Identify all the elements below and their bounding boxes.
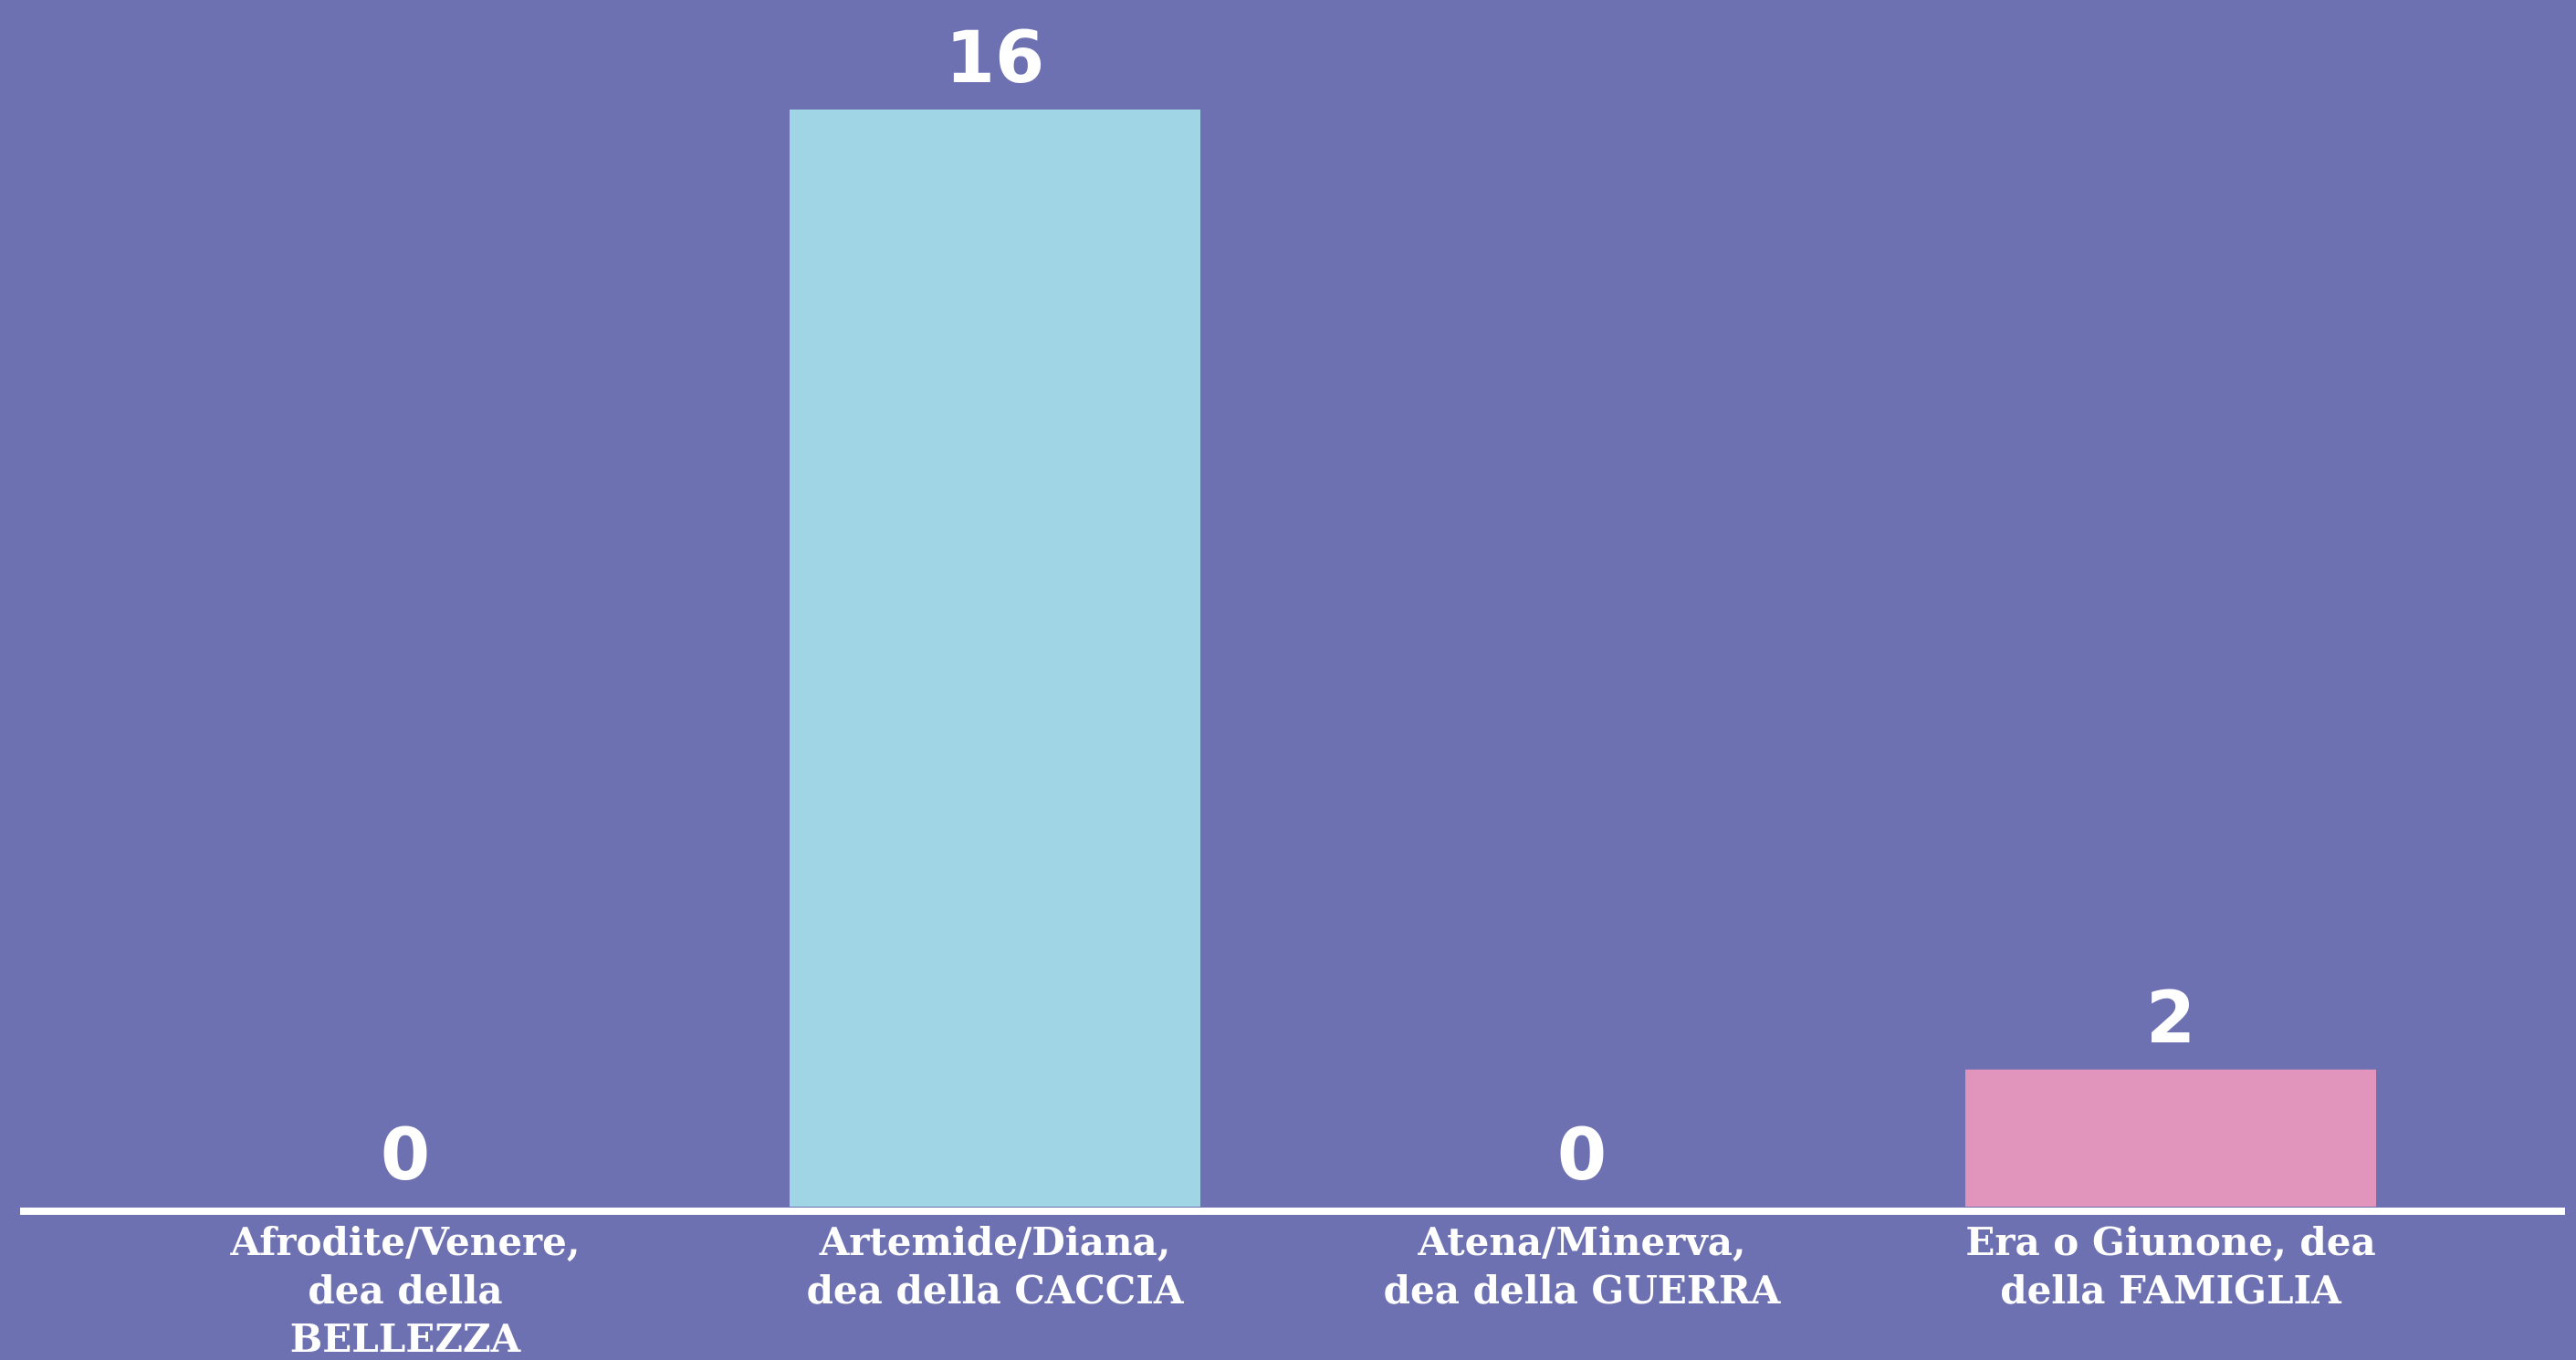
- category-label-2-line-1: dea della GUERRA: [1384, 1268, 1782, 1313]
- category-label-3-line-0: Era o Giunone, dea: [1965, 1219, 2375, 1264]
- category-label-0-line-1: dea della: [308, 1268, 502, 1313]
- bar-value-label-1: 16: [946, 17, 1045, 99]
- category-label-0-line-2: BELLEZZA: [290, 1316, 522, 1360]
- category-label-0: Afrodite/Venere, dea della BELLEZZA: [229, 1219, 580, 1360]
- category-label-1: Artemide/Diana, dea della CACCIA: [807, 1219, 1185, 1313]
- category-labels-group: Afrodite/Venere, dea della BELLEZZA Artemid…: [229, 1219, 2375, 1360]
- bars-group: [790, 110, 2376, 1207]
- category-label-3: Era o Giunone, dea della FAMIGLIA: [1965, 1219, 2375, 1313]
- bar-1: [790, 110, 1200, 1207]
- value-labels-group: 0 16 0 2: [381, 17, 2195, 1197]
- bar-3: [1965, 1069, 2376, 1207]
- category-label-2: Atena/Minerva, dea della GUERRA: [1384, 1219, 1782, 1313]
- category-label-0-line-0: Afrodite/Venere,: [229, 1219, 580, 1264]
- bar-value-label-2: 0: [1557, 1114, 1607, 1197]
- category-label-2-line-0: Atena/Minerva,: [1417, 1219, 1745, 1264]
- bar-value-label-3: 2: [2146, 978, 2195, 1060]
- category-label-1-line-0: Artemide/Diana,: [819, 1219, 1171, 1264]
- category-label-3-line-1: della FAMIGLIA: [2000, 1268, 2342, 1313]
- category-label-1-line-1: dea della CACCIA: [807, 1268, 1185, 1313]
- bar-value-label-0: 0: [381, 1114, 430, 1197]
